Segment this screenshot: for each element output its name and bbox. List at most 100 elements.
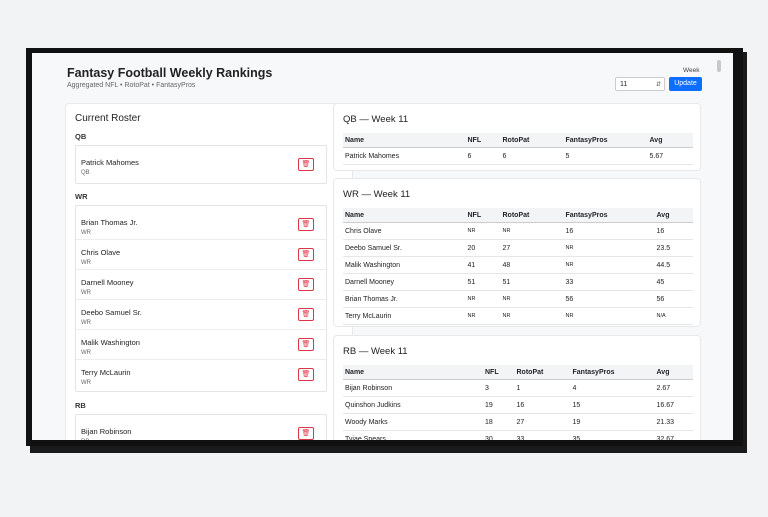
wr-rankings-title: WR — Week 11 — [343, 189, 411, 200]
col-header-nfl: NFL — [465, 133, 501, 148]
cell-name: Chris Olave — [343, 222, 466, 240]
cell-avg: 5.67 — [647, 147, 693, 165]
cell-rotopat: 51 — [500, 273, 564, 291]
remove-player-button[interactable]: 🗑 — [298, 368, 314, 381]
roster-group-label-rb: RB — [75, 401, 86, 410]
cell-nfl: NR — [465, 222, 501, 240]
table-row: Deebo Samuel Sr. 20 27 NR 23.5 — [343, 239, 693, 257]
cell-rotopat: NR — [500, 290, 564, 308]
roster-group-label-qb: QB — [75, 132, 87, 141]
qb-rankings-table: Name NFL RotoPat FantasyPros Avg Patrick… — [343, 133, 693, 165]
cell-nfl: 19 — [483, 396, 515, 414]
player-name: Darnell Mooney — [81, 278, 134, 287]
cell-fantasypros: 16 — [563, 222, 655, 240]
trash-icon: 🗑 — [301, 341, 311, 348]
cell-nfl: 3 — [483, 379, 515, 397]
remove-player-button[interactable]: 🗑 — [298, 338, 314, 351]
col-header-avg: Avg — [647, 133, 693, 148]
table-row: Brian Thomas Jr. NR NR 56 56 — [343, 290, 693, 308]
player-name: Patrick Mahomes — [81, 158, 139, 167]
player-position: RB — [81, 439, 89, 440]
roster-item: Terry McLaurin WR 🗑 — [76, 359, 326, 389]
cell-name: Brian Thomas Jr. — [343, 290, 466, 308]
player-name: Terry McLaurin — [81, 368, 131, 377]
col-header-avg: Avg — [654, 365, 693, 380]
remove-player-button[interactable]: 🗑 — [298, 218, 314, 231]
player-name: Deebo Samuel Sr. — [81, 308, 142, 317]
update-button[interactable]: Update — [669, 77, 702, 91]
remove-player-button[interactable]: 🗑 — [298, 278, 314, 291]
cell-nfl: 20 — [465, 239, 501, 257]
player-name: Brian Thomas Jr. — [81, 218, 138, 227]
cell-fantasypros: 5 — [563, 147, 648, 165]
trash-icon: 🗑 — [301, 430, 311, 437]
cell-name: Darnell Mooney — [343, 273, 466, 291]
cell-nfl: 51 — [465, 273, 501, 291]
cell-avg: N/A — [654, 307, 693, 325]
wr-rankings-table: Name NFL RotoPat FantasyPros Avg Chris O… — [343, 208, 693, 325]
roster-item: Malik Washington WR 🗑 — [76, 329, 326, 360]
cell-fantasypros: NR — [563, 239, 655, 257]
roster-card: Current Roster QB Patrick Mahomes QB 🗑 W… — [66, 104, 352, 440]
cell-avg: 16.67 — [654, 396, 693, 414]
table-row: Chris Olave NR NR 16 16 — [343, 222, 693, 240]
table-row: Darnell Mooney 51 51 33 45 — [343, 273, 693, 291]
table-row: Malik Washington 41 48 NR 44.5 — [343, 256, 693, 274]
cell-rotopat: 33 — [514, 430, 571, 440]
trash-icon: 🗑 — [301, 221, 311, 228]
cell-name: Tyjae Spears — [343, 430, 483, 440]
cell-fantasypros: 33 — [563, 273, 655, 291]
chevron-updown-icon: ⇵ — [655, 82, 661, 88]
roster-item: Darnell Mooney WR 🗑 — [76, 269, 326, 300]
player-position: WR — [81, 320, 91, 326]
cell-avg: 2.67 — [654, 379, 693, 397]
col-header-fantasypros: FantasyPros — [570, 365, 655, 380]
screen-bezel: Fantasy Football Weekly Rankings Aggrega… — [26, 48, 743, 446]
roster-group-label-wr: WR — [75, 192, 88, 201]
cell-fantasypros: 56 — [563, 290, 655, 308]
col-header-rotopat: RotoPat — [500, 133, 564, 148]
app-window: Fantasy Football Weekly Rankings Aggrega… — [32, 53, 733, 440]
cell-rotopat: 6 — [500, 147, 564, 165]
trash-icon: 🗑 — [301, 251, 311, 258]
cell-avg: 45 — [654, 273, 693, 291]
cell-fantasypros: 35 — [570, 430, 655, 440]
table-row: Quinshon Judkins 19 16 15 16.67 — [343, 396, 693, 414]
remove-player-button[interactable]: 🗑 — [298, 427, 314, 440]
remove-player-button[interactable]: 🗑 — [298, 308, 314, 321]
cell-avg: 16 — [654, 222, 693, 240]
roster-group-rb: Bijan Robinson RB 🗑 — [75, 414, 327, 440]
wr-rankings-card: WR — Week 11 Name NFL RotoPat FantasyPro… — [334, 179, 700, 326]
roster-group-wr: Brian Thomas Jr. WR 🗑 Chris Olave WR 🗑 D… — [75, 205, 327, 392]
roster-item: Deebo Samuel Sr. WR 🗑 — [76, 299, 326, 330]
scrollbar-thumb[interactable] — [717, 60, 721, 72]
cell-rotopat: NR — [500, 307, 564, 325]
cell-avg: 56 — [654, 290, 693, 308]
remove-player-button[interactable]: 🗑 — [298, 158, 314, 171]
cell-rotopat: NR — [500, 222, 564, 240]
cell-rotopat: 1 — [514, 379, 571, 397]
cell-fantasypros: NR — [563, 256, 655, 274]
player-position: WR — [81, 260, 91, 266]
roster-item: Bijan Robinson RB 🗑 — [76, 418, 326, 440]
qb-rankings-title: QB — Week 11 — [343, 114, 409, 125]
cell-nfl: 41 — [465, 256, 501, 274]
player-position: WR — [81, 350, 91, 356]
col-header-nfl: NFL — [465, 208, 501, 223]
cell-rotopat: 27 — [500, 239, 564, 257]
qb-rankings-card: QB — Week 11 Name NFL RotoPat FantasyPro… — [334, 104, 700, 170]
col-header-rotopat: RotoPat — [500, 208, 564, 223]
remove-player-button[interactable]: 🗑 — [298, 248, 314, 261]
trash-icon: 🗑 — [301, 311, 311, 318]
cell-nfl: 30 — [483, 430, 515, 440]
table-row: Woody Marks 18 27 19 21.33 — [343, 413, 693, 431]
trash-icon: 🗑 — [301, 371, 311, 378]
cell-nfl: NR — [465, 307, 501, 325]
col-header-fantasypros: FantasyPros — [563, 208, 655, 223]
page-subtitle: Aggregated NFL • RotoPat • FantasyPros — [67, 82, 196, 89]
col-header-name: Name — [343, 133, 466, 148]
cell-name: Deebo Samuel Sr. — [343, 239, 466, 257]
week-select[interactable]: 11 ⇵ — [615, 77, 665, 91]
roster-item: Chris Olave WR 🗑 — [76, 239, 326, 270]
cell-rotopat: 48 — [500, 256, 564, 274]
